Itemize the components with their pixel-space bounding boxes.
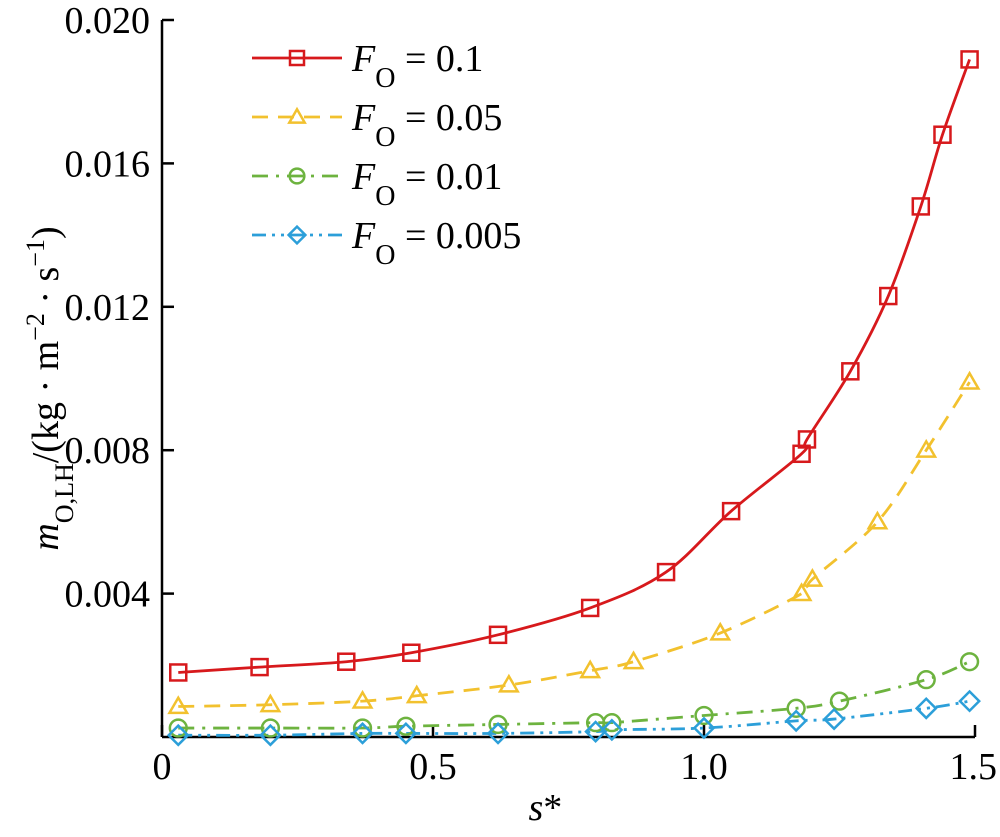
- legend-label-1: FO = 0.1: [351, 38, 483, 94]
- data-point-s4-7: [600, 718, 624, 742]
- data-point-s2-1: [167, 695, 190, 715]
- x-tick-label: 1.5: [950, 746, 998, 788]
- data-point-s3-5: [488, 714, 508, 735]
- data-point-s4-9: [784, 709, 808, 733]
- data-point-s2-13: [958, 370, 981, 390]
- data-point-s4-1: [166, 723, 190, 747]
- y-tick-label: 0.020: [65, 0, 151, 42]
- y-axis-label: mO,LH/(kg · m−2 · s−1): [21, 226, 79, 550]
- data-point-s1-12: [879, 286, 898, 306]
- data-point-s3-8: [694, 705, 714, 726]
- legend-label-4: FO = 0.005: [351, 215, 521, 271]
- data-point-s2-12: [915, 438, 938, 458]
- data-point-s2-4: [405, 684, 428, 704]
- data-point-s1-8: [721, 501, 741, 521]
- series-line-3: [178, 660, 971, 730]
- y-tick-label: 0.004: [65, 574, 151, 616]
- data-point-s3-11: [916, 669, 936, 690]
- data-point-s3-2: [260, 718, 281, 738]
- data-point-s4-3: [351, 722, 374, 745]
- data-point-s1-11: [841, 362, 860, 381]
- data-point-s2-2: [259, 693, 282, 713]
- data-point-s1-1: [169, 663, 188, 682]
- data-point-s1-5: [488, 625, 508, 645]
- data-point-s2-3: [351, 689, 374, 709]
- data-point-s1-4: [402, 643, 421, 663]
- data-point-s4-10: [822, 707, 846, 731]
- data-point-s1-6: [580, 598, 600, 618]
- legend-marker-1: [288, 49, 306, 67]
- data-point-s4-5: [486, 722, 510, 745]
- data-point-s1-15: [960, 50, 979, 69]
- x-tick-label: 0: [153, 746, 172, 788]
- x-tick-label: 0.5: [409, 746, 457, 788]
- data-point-s4-8: [692, 716, 716, 740]
- data-point-s1-14: [933, 125, 952, 144]
- y-tick-label: 0.016: [65, 143, 151, 185]
- data-point-s1-10: [797, 430, 817, 449]
- data-point-s3-3: [352, 718, 373, 738]
- data-point-s1-3: [337, 652, 356, 671]
- series-line-2: [178, 381, 971, 708]
- plot-markers: [166, 50, 981, 747]
- data-point-s2-5: [497, 673, 520, 693]
- x-axis-label: s*: [529, 787, 563, 829]
- data-point-s1-13: [911, 197, 931, 216]
- legend-marker-3: [288, 167, 306, 185]
- data-point-s3-7: [602, 713, 622, 733]
- y-tick-label: 0.012: [65, 287, 151, 329]
- plot-lines: [178, 58, 971, 737]
- data-point-s4-4: [394, 722, 418, 745]
- data-point-s2-8: [709, 621, 732, 641]
- data-point-s3-4: [396, 716, 416, 736]
- axes: 0 0.5 1.0 1.5 0.004 0.008 0.012 0.016 0.020 s* mO,…: [21, 0, 998, 829]
- legend-label-2: FO = 0.05: [351, 97, 502, 153]
- data-point-s2-10: [801, 567, 824, 587]
- data-point-s3-1: [168, 718, 188, 738]
- data-point-s2-9: [790, 582, 813, 602]
- data-point-s3-9: [786, 698, 806, 718]
- y-tick-label: 0.008: [65, 430, 151, 472]
- series-line-4: [178, 699, 970, 737]
- data-point-s4-11: [914, 696, 938, 720]
- data-point-s2-11: [866, 510, 889, 530]
- data-point-s4-12: [958, 689, 981, 713]
- data-point-s2-7: [622, 650, 645, 670]
- legend-label-3: FO = 0.01: [351, 156, 502, 212]
- series-line-1: [178, 58, 971, 674]
- x-tick-label: 1.0: [680, 746, 728, 788]
- data-point-s1-7: [656, 562, 676, 582]
- data-point-s3-10: [829, 691, 850, 711]
- data-point-s4-2: [259, 723, 282, 747]
- data-point-s1-2: [250, 657, 269, 677]
- legend-marker-2: [287, 106, 307, 124]
- legend-marker-4: [286, 224, 308, 246]
- data-point-s2-6: [579, 659, 602, 679]
- data-point-s1-9: [792, 444, 811, 464]
- data-point-s3-12: [959, 652, 980, 672]
